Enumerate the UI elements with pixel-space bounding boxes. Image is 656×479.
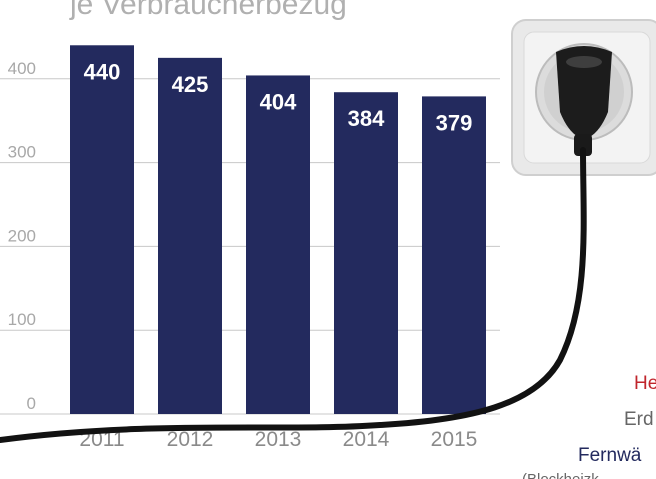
bar-2014 — [334, 92, 398, 414]
bar-2013 — [246, 75, 310, 414]
side-label-heat: He — [634, 373, 656, 394]
y-tick-label: 300 — [8, 143, 36, 162]
y-tick-label: 200 — [8, 226, 36, 245]
bar-value-label: 404 — [260, 89, 297, 114]
bar-value-label: 379 — [436, 110, 473, 135]
side-label-gas: Erd — [624, 409, 654, 430]
plug-highlight — [566, 56, 602, 68]
x-tick-label: 2014 — [343, 428, 390, 451]
bar-value-label: 440 — [84, 59, 121, 84]
side-label-chp: (Blockheizk — [522, 471, 599, 479]
y-tick-label: 100 — [8, 310, 36, 329]
power-cable — [0, 147, 587, 443]
plug-socket-icon — [0, 19, 656, 443]
x-tick-label: 2015 — [431, 428, 478, 451]
bar-2015 — [422, 96, 486, 414]
y-tick-label: 0 — [27, 394, 36, 413]
side-label-district-heating: Fernwä — [578, 445, 642, 466]
x-tick-label: 2013 — [255, 428, 302, 451]
x-tick-label: 2012 — [167, 428, 214, 451]
bar-2012 — [158, 57, 222, 414]
chart-title: je Verbraucherbezug — [69, 0, 347, 21]
plug-neck — [574, 134, 592, 156]
plug-body — [556, 46, 612, 138]
y-axis-ticks: 0 100 200 300 400 — [8, 59, 36, 413]
bars: 440 425 404 384 379 — [70, 45, 486, 414]
bar-value-label: 384 — [348, 106, 385, 131]
bar-value-label: 425 — [172, 72, 209, 97]
bar-2011 — [70, 45, 134, 414]
y-tick-label: 400 — [8, 59, 36, 78]
